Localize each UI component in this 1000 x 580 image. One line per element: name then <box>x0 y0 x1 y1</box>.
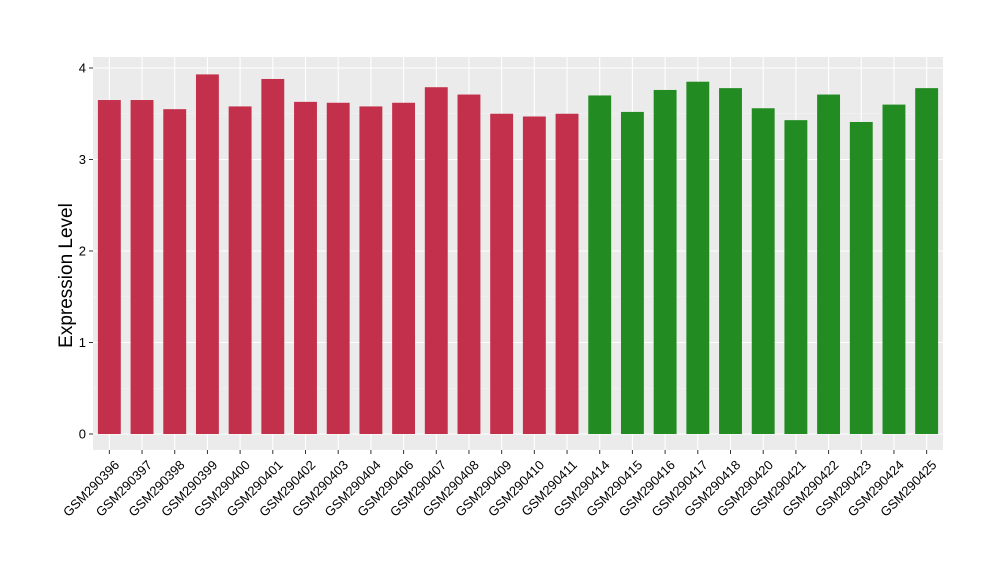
bar-GSM290403 <box>326 102 350 435</box>
bar-GSM290408 <box>457 94 481 434</box>
bar-GSM290396 <box>97 100 121 435</box>
bar-GSM290400 <box>228 106 252 435</box>
bar-GSM290422 <box>817 94 841 434</box>
y-axis-ticks: 0 1 2 3 4 <box>79 61 93 442</box>
y-tick-label: 2 <box>79 244 86 259</box>
bar-GSM290418 <box>719 88 742 434</box>
y-tick-label: 1 <box>79 335 86 350</box>
bar-GSM290399 <box>195 74 219 434</box>
y-tick-label: 4 <box>79 61 86 76</box>
bar-GSM290411 <box>555 113 579 434</box>
y-tick-label: 3 <box>79 152 86 167</box>
bar-GSM290401 <box>261 78 285 434</box>
bar-GSM290402 <box>294 101 317 434</box>
x-axis-ticks: GSM290396GSM290397GSM290398GSM290399GSM2… <box>60 450 940 520</box>
bar-GSM290398 <box>163 109 187 435</box>
bar-GSM290415 <box>620 111 644 435</box>
bar-GSM290410 <box>522 116 546 435</box>
bar-GSM290407 <box>424 87 448 434</box>
bar-GSM290406 <box>392 102 416 435</box>
y-tick-label: 0 <box>79 427 86 442</box>
bar-GSM290404 <box>359 106 383 435</box>
bar-GSM290424 <box>882 104 906 434</box>
bar-GSM290409 <box>490 113 514 434</box>
bar-GSM290397 <box>130 100 154 435</box>
y-axis-title: Expression Level <box>56 203 77 348</box>
bar-GSM290423 <box>849 121 873 435</box>
bars <box>97 74 939 435</box>
bar-GSM290425 <box>915 88 939 434</box>
plot-panel <box>93 57 943 450</box>
bar-GSM290416 <box>653 89 677 435</box>
bar-GSM290414 <box>588 95 612 434</box>
bar-GSM290421 <box>784 120 808 434</box>
bar-GSM290417 <box>686 81 710 434</box>
bar-GSM290420 <box>751 108 775 434</box>
